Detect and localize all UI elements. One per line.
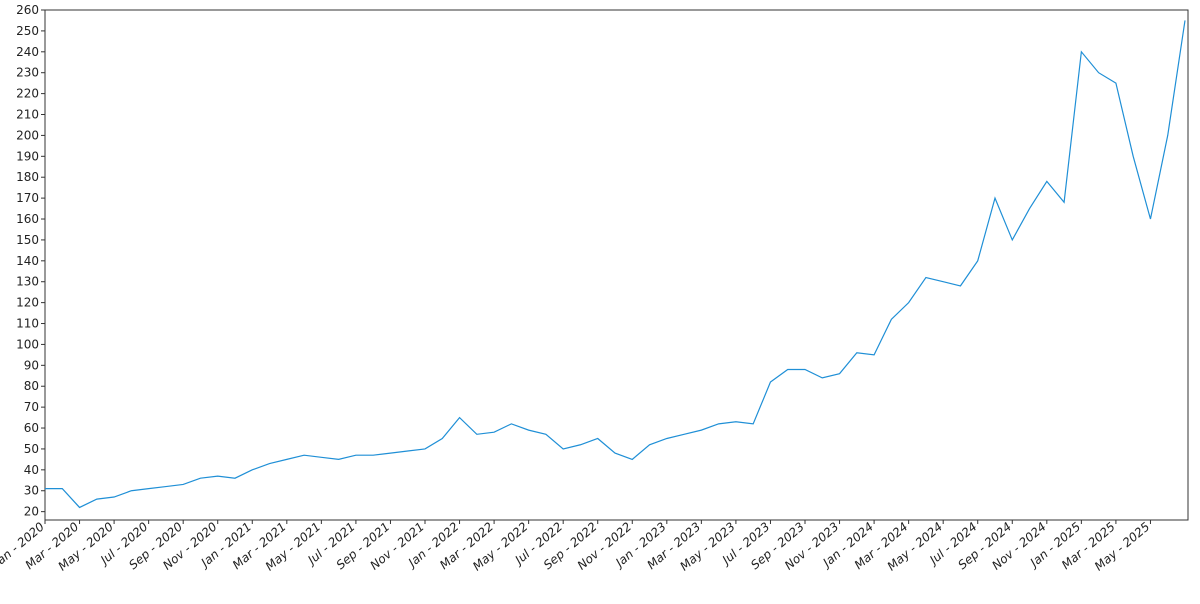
price-line [45,20,1186,509]
y-tick-label: 70 [24,400,39,414]
y-tick-label: 50 [24,442,39,456]
y-tick-label: 130 [16,275,39,289]
y-tick-label: 160 [16,212,39,226]
y-tick-label: 30 [24,484,39,498]
y-tick-label: 250 [16,24,39,38]
y-tick-label: 200 [16,128,39,142]
y-tick-label: 120 [16,296,39,310]
y-tick-label: 180 [16,170,39,184]
plot-frame [44,9,1189,521]
y-tick-label: 190 [16,149,39,163]
y-tick-label: 110 [16,317,39,331]
y-tick-label: 210 [16,108,39,122]
y-tick-label: 20 [24,505,39,519]
y-tick-label: 150 [16,233,39,247]
y-tick-label: 260 [16,3,39,17]
y-tick-label: 100 [16,337,39,351]
y-tick-label: 240 [16,45,39,59]
y-tick-label: 230 [16,66,39,80]
y-tick-label: 170 [16,191,39,205]
y-tick-label: 220 [16,87,39,101]
y-tick-label: 90 [24,358,39,372]
y-tick-label: 140 [16,254,39,268]
y-tick-label: 40 [24,463,39,477]
y-tick-label: 60 [24,421,39,435]
y-tick-label: 80 [24,379,39,393]
